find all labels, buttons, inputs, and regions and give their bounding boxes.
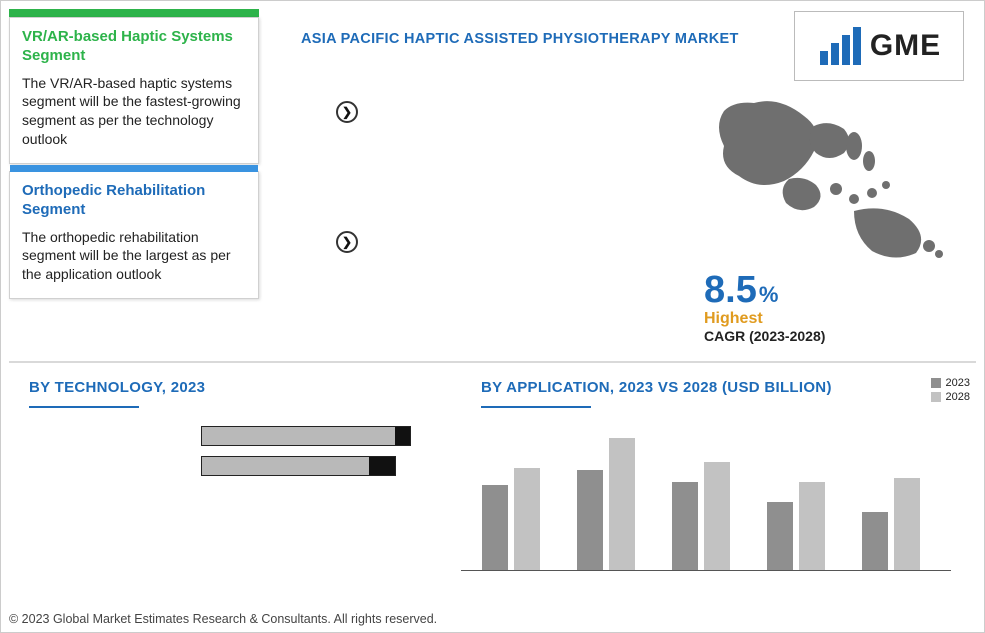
bar-2028 xyxy=(704,462,730,570)
legend-swatch xyxy=(931,378,941,388)
bar-2023 xyxy=(672,482,698,570)
section-underline xyxy=(481,406,591,408)
chevron-right-icon: ❯ xyxy=(336,231,358,253)
cagr-sub-label: CAGR (2023-2028) xyxy=(704,328,825,344)
card-vr-ar-segment: VR/AR-based Haptic Systems Segment The V… xyxy=(9,17,259,164)
logo-bars-icon xyxy=(817,27,864,65)
app-bar-group xyxy=(476,468,546,570)
logo-text: GME xyxy=(870,29,941,63)
bar-2023 xyxy=(482,485,508,570)
legend-label: 2023 xyxy=(946,377,970,389)
tech-bar-row xyxy=(201,456,441,476)
copyright-text: © 2023 Global Market Estimates Research … xyxy=(9,612,437,626)
bar-2028 xyxy=(609,438,635,570)
cagr-highest-label: Highest xyxy=(704,310,825,328)
section-title: BY APPLICATION, 2023 VS 2028 (USD BILLIO… xyxy=(481,379,832,396)
card-title: Orthopedic Rehabilitation Segment xyxy=(22,182,246,220)
bar-2023 xyxy=(577,470,603,570)
card-orthopedic-segment: Orthopedic Rehabilitation Segment The or… xyxy=(9,171,259,299)
app-bar-group xyxy=(666,462,736,570)
legend-item-2023: 2023 xyxy=(931,377,970,389)
tech-bar-cap xyxy=(395,427,410,445)
page-title: ASIA PACIFIC HAPTIC ASSISTED PHYSIOTHERA… xyxy=(301,31,739,47)
bar-2023 xyxy=(767,502,793,570)
chart-legend: 2023 2028 xyxy=(931,377,970,405)
cagr-value: 8.5 xyxy=(704,269,757,312)
application-bar-chart xyxy=(461,411,951,571)
bar-2023 xyxy=(862,512,888,570)
tech-bar xyxy=(201,426,411,446)
bar-2028 xyxy=(799,482,825,570)
tech-bar-cap xyxy=(369,457,395,475)
section-divider xyxy=(9,361,976,363)
cagr-percent: % xyxy=(759,282,779,308)
section-by-technology: BY TECHNOLOGY, 2023 xyxy=(29,379,205,408)
app-bar-group xyxy=(761,482,831,570)
legend-item-2028: 2028 xyxy=(931,391,970,403)
tech-bar-row xyxy=(201,426,441,446)
card-title: VR/AR-based Haptic Systems Segment xyxy=(22,28,246,66)
bar-2028 xyxy=(894,478,920,570)
section-title: BY TECHNOLOGY, 2023 xyxy=(29,379,205,396)
legend-label: 2028 xyxy=(946,391,970,403)
card-body: The orthopedic rehabilitation segment wi… xyxy=(22,228,246,285)
app-bar-group xyxy=(856,478,926,570)
card-body: The VR/AR-based haptic systems segment w… xyxy=(22,74,246,150)
section-by-application: BY APPLICATION, 2023 VS 2028 (USD BILLIO… xyxy=(481,379,832,408)
cagr-block: 8.5% Highest CAGR (2023-2028) xyxy=(704,269,825,344)
map-svg-icon xyxy=(704,91,954,261)
asia-pacific-map xyxy=(704,91,954,261)
chevron-right-icon: ❯ xyxy=(336,101,358,123)
legend-swatch xyxy=(931,392,941,402)
accent-bar-green xyxy=(9,9,259,17)
gme-logo: GME xyxy=(794,11,964,81)
app-bar-group xyxy=(571,438,641,570)
section-underline xyxy=(29,406,139,408)
bar-2028 xyxy=(514,468,540,570)
tech-bar xyxy=(201,456,396,476)
accent-bar-blue xyxy=(10,165,258,172)
technology-bar-chart xyxy=(201,426,441,486)
